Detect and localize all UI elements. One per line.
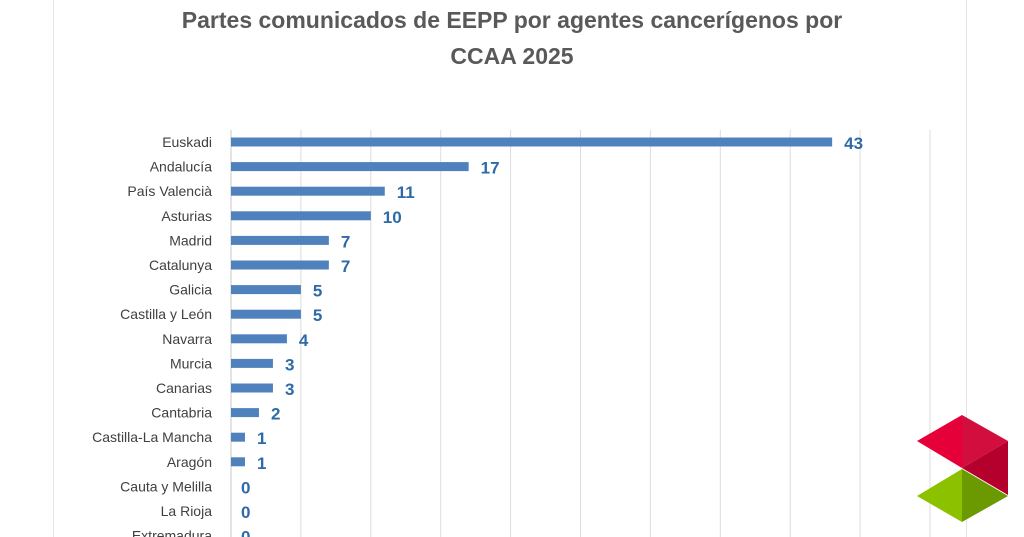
- category-label: Catalunya: [149, 257, 212, 273]
- logo-red-side: [962, 441, 1008, 495]
- logo-green-left: [917, 469, 962, 522]
- category-label: Castilla-La Mancha: [92, 429, 212, 445]
- bar: [231, 162, 469, 172]
- category-label: Cantabria: [151, 405, 212, 421]
- data-label: 1: [257, 454, 266, 473]
- bar: [231, 457, 245, 467]
- logo-green-right: [962, 469, 1008, 522]
- bar: [231, 432, 245, 442]
- data-label: 4: [299, 331, 309, 350]
- bar: [231, 334, 287, 344]
- bar: [231, 383, 273, 393]
- bar: [231, 358, 273, 368]
- category-label: Murcia: [170, 355, 212, 371]
- bar: [231, 186, 385, 196]
- logo-red-right: [962, 415, 1008, 468]
- data-label: 5: [313, 306, 322, 325]
- bar: [231, 137, 833, 147]
- data-label: 0: [241, 478, 250, 497]
- category-label: Euskadi: [162, 134, 212, 150]
- logo-red-left: [917, 415, 962, 468]
- data-label: 3: [285, 355, 294, 374]
- category-label: País Valencià: [127, 183, 212, 199]
- data-label: 11: [397, 183, 415, 202]
- data-label: 0: [241, 528, 250, 537]
- data-label: 17: [481, 159, 500, 178]
- data-label: 43: [844, 134, 863, 153]
- title-line-1: Partes comunicados de EEPP por agentes c…: [181, 7, 843, 33]
- chart-title: Partes comunicados de EEPP por agentes c…: [0, 2, 1024, 74]
- bar: [231, 260, 329, 270]
- category-label: La Rioja: [161, 503, 213, 519]
- category-label: Aragón: [167, 454, 212, 470]
- data-label: 5: [313, 282, 322, 301]
- category-label: Castilla y León: [120, 306, 212, 322]
- category-label: Canarias: [156, 380, 212, 396]
- bar: [231, 235, 329, 245]
- data-label: 2: [271, 405, 280, 424]
- title-line-2: CCAA 2025: [450, 43, 574, 69]
- data-label: 7: [341, 232, 350, 251]
- data-label: 3: [285, 380, 294, 399]
- category-label: Cauta y Melilla: [120, 478, 212, 494]
- category-label: Extremadura: [132, 528, 212, 537]
- category-label: Galicia: [169, 282, 212, 298]
- category-label: Andalucía: [150, 159, 212, 175]
- bar: [231, 309, 301, 319]
- data-label: 0: [241, 503, 250, 522]
- data-label: 10: [383, 208, 402, 227]
- category-label: Madrid: [169, 232, 212, 248]
- bar: [231, 285, 301, 295]
- bar: [231, 408, 259, 418]
- category-label: Asturias: [161, 208, 212, 224]
- data-label: 1: [257, 429, 266, 448]
- chart-frame: [53, 0, 967, 537]
- category-label: Navarra: [162, 331, 212, 347]
- data-label: 7: [341, 257, 350, 276]
- bar: [231, 211, 371, 221]
